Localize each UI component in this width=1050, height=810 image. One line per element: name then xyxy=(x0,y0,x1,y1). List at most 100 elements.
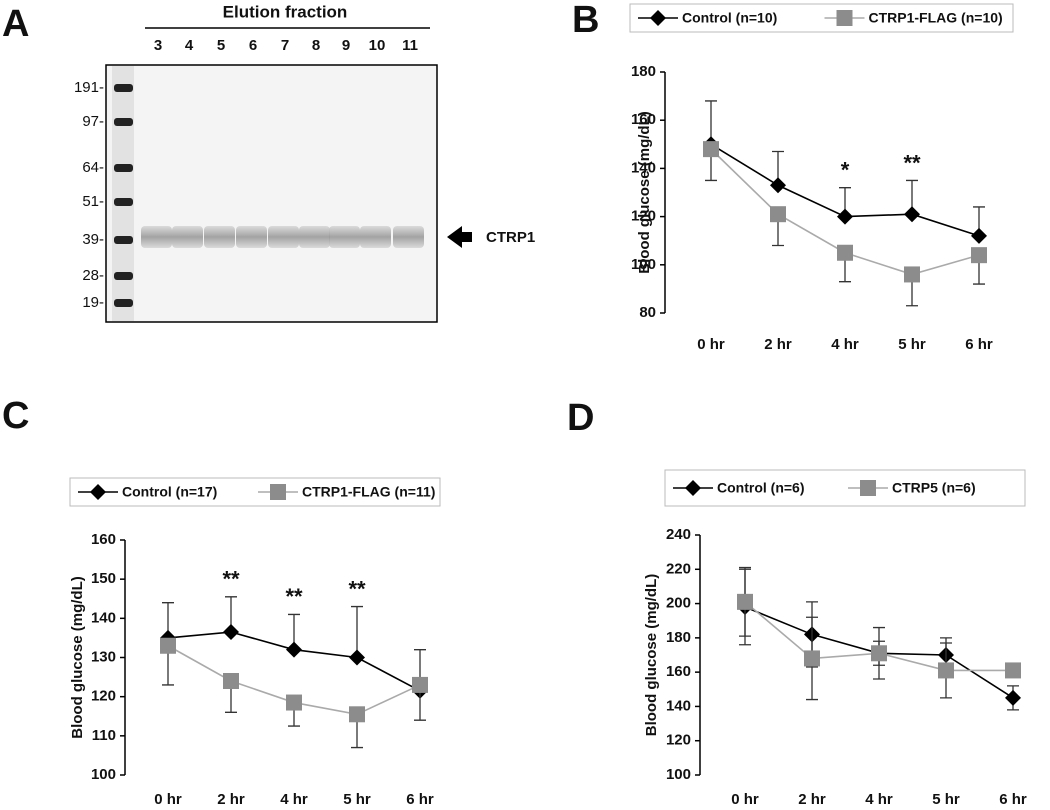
protein-band xyxy=(393,226,424,248)
marker-label: 51- xyxy=(82,193,104,210)
panel-letter: B xyxy=(572,0,599,41)
lane-label: 9 xyxy=(342,37,350,54)
legend-box xyxy=(69,477,441,507)
ladder-band xyxy=(114,272,133,280)
ladder-band xyxy=(114,299,133,307)
protein-band xyxy=(204,226,235,248)
x-tick-label: 2 hr xyxy=(764,336,792,353)
gel-image xyxy=(105,64,438,323)
square-marker xyxy=(412,676,428,693)
diamond-marker xyxy=(349,649,365,666)
square-marker xyxy=(703,141,719,158)
legend-label: CTRP1-FLAG (n=11) xyxy=(302,484,435,500)
legend-marker xyxy=(685,480,701,496)
panel-letter: D xyxy=(567,397,594,439)
x-tick-label: 4 hr xyxy=(865,791,893,808)
line-chart: C Blood glucose (mg/dL) 100 110 120 130 140 150… xyxy=(2,395,441,808)
y-tick-label: 140 xyxy=(631,159,656,176)
y-axis-title: Blood glucose (mg/dL) xyxy=(69,576,86,739)
diamond-marker xyxy=(770,177,786,194)
square-marker xyxy=(737,593,753,610)
panel-letter: C xyxy=(2,395,29,437)
significance-mark: ** xyxy=(348,576,366,601)
y-tick-label: 160 xyxy=(91,531,116,548)
y-tick-label: 140 xyxy=(666,697,691,714)
protein-band xyxy=(172,226,203,248)
x-tick-label: 6 hr xyxy=(999,791,1027,808)
line-chart: D Blood glucose (mg/dL) 100 120 140 160 180 200… xyxy=(567,397,1027,808)
line-chart: B Blood glucose (mg/dL) 80 100 120 140 160 180 0… xyxy=(572,0,1014,353)
ladder-band xyxy=(114,198,133,206)
y-tick-label: 160 xyxy=(666,663,691,680)
lane-label: 10 xyxy=(369,37,386,54)
y-tick-label: 200 xyxy=(666,595,691,612)
lane-label: 8 xyxy=(312,37,320,54)
y-tick-label: 80 xyxy=(639,304,656,321)
y-tick-label: 120 xyxy=(91,688,116,705)
lane-label: 11 xyxy=(402,37,418,54)
square-marker xyxy=(349,706,365,723)
x-tick-label: 5 hr xyxy=(898,336,926,353)
gel-panel: A Elution fraction CTRP1 3 4 5 6 7 8 9 10 11 191-… xyxy=(2,2,535,323)
ladder-band xyxy=(114,118,133,126)
diamond-marker xyxy=(286,641,302,658)
x-tick-label: 5 hr xyxy=(343,791,371,808)
square-marker xyxy=(1005,662,1021,679)
legend-label: Control (n=10) xyxy=(682,10,777,26)
y-tick-label: 150 xyxy=(91,570,116,587)
legend-box xyxy=(664,469,1026,507)
diamond-marker xyxy=(837,208,853,225)
band-label: CTRP1 xyxy=(486,229,535,246)
y-tick-label: 100 xyxy=(666,766,691,783)
y-tick-label: 240 xyxy=(666,526,691,543)
y-tick-label: 130 xyxy=(91,648,116,665)
x-tick-label: 0 hr xyxy=(697,336,725,353)
legend-label: CTRP1-FLAG (n=10) xyxy=(869,10,1003,26)
diamond-marker xyxy=(1005,689,1021,706)
error-bar xyxy=(351,605,363,658)
band-arrow xyxy=(447,226,472,248)
marker-label: 39- xyxy=(82,231,104,248)
x-tick-label: 6 hr xyxy=(406,791,434,808)
x-tick-label: 2 hr xyxy=(798,791,826,808)
legend-marker xyxy=(90,484,106,500)
marker-label: 28- xyxy=(82,267,104,284)
square-marker xyxy=(904,266,920,283)
y-tick-label: 180 xyxy=(631,63,656,80)
ladder-band xyxy=(114,164,133,172)
y-tick-label: 220 xyxy=(666,560,691,577)
protein-band xyxy=(360,226,391,248)
protein-band xyxy=(236,226,267,248)
x-tick-label: 0 hr xyxy=(731,791,759,808)
y-tick-label: 120 xyxy=(631,208,656,225)
square-marker xyxy=(160,637,176,654)
ladder-band xyxy=(114,84,133,92)
x-tick-label: 4 hr xyxy=(280,791,308,808)
legend-marker xyxy=(860,480,876,496)
square-marker xyxy=(871,645,887,662)
square-marker xyxy=(971,247,987,264)
square-marker xyxy=(223,673,239,689)
significance-mark: ** xyxy=(285,584,303,609)
protein-band xyxy=(329,226,360,248)
protein-band xyxy=(268,226,299,248)
square-marker xyxy=(770,206,786,223)
x-tick-label: 5 hr xyxy=(932,791,960,808)
legend-label: CTRP5 (n=6) xyxy=(892,480,976,496)
marker-label: 64- xyxy=(82,159,104,176)
lane-label: 5 xyxy=(217,37,225,54)
legend-label: Control (n=6) xyxy=(717,480,805,496)
y-tick-label: 180 xyxy=(666,629,691,646)
lane-label: 4 xyxy=(185,37,194,54)
significance-mark: * xyxy=(841,157,850,182)
y-tick-label: 120 xyxy=(666,732,691,749)
lane-label: 3 xyxy=(154,37,162,54)
gel-title: Elution fraction xyxy=(223,2,348,21)
square-marker xyxy=(804,650,820,667)
y-tick-label: 110 xyxy=(92,727,116,744)
lane-label: 7 xyxy=(281,37,289,54)
square-marker xyxy=(286,694,302,711)
y-tick-label: 140 xyxy=(91,609,116,626)
diamond-marker xyxy=(904,206,920,223)
x-tick-label: 4 hr xyxy=(831,336,859,353)
